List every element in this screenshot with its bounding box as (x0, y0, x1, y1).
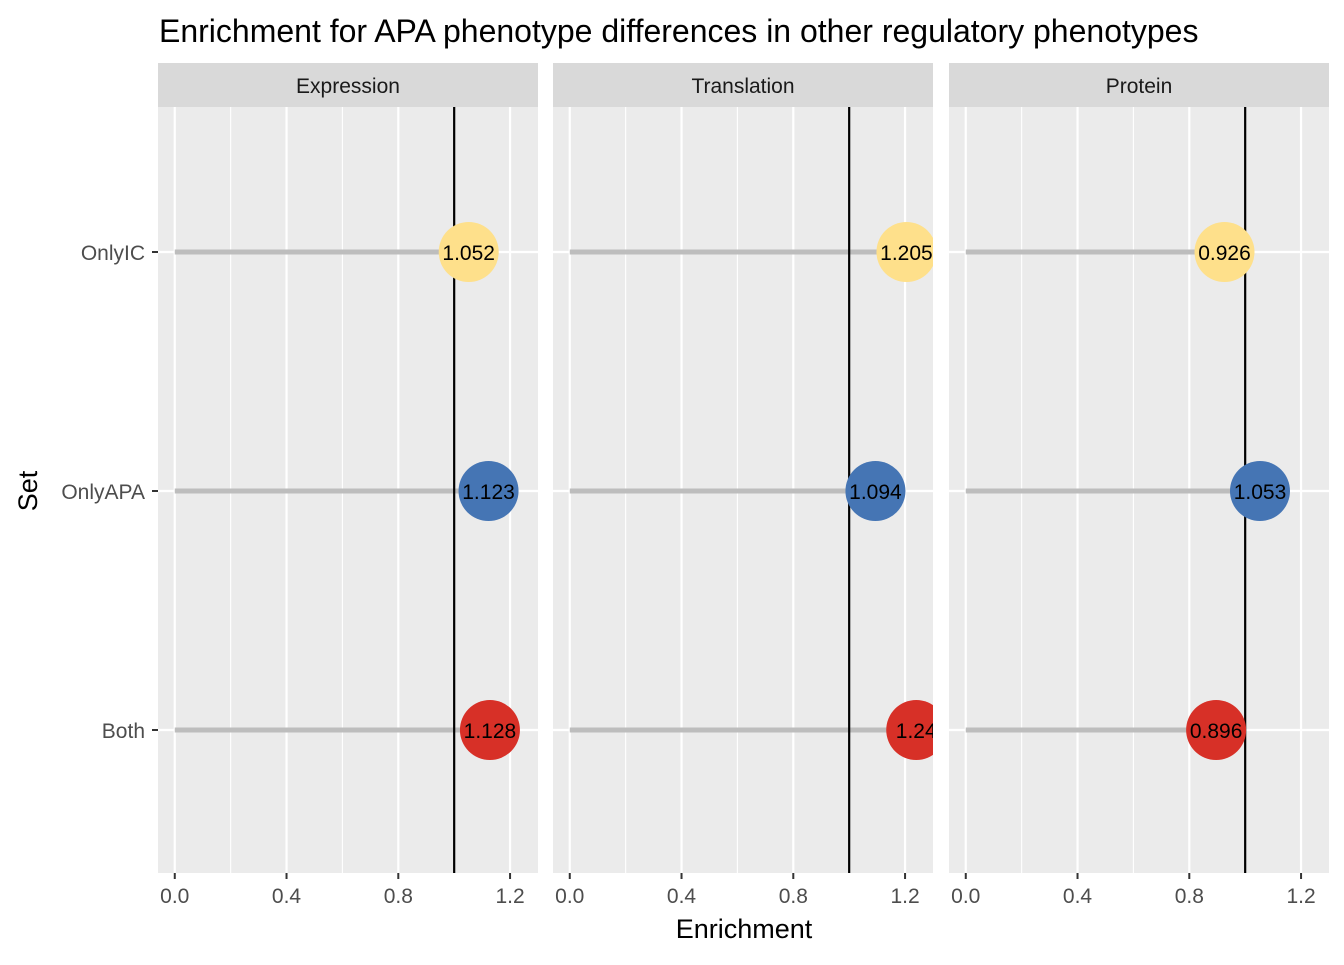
point-both (459, 700, 520, 760)
data-label: 0.926 (1198, 242, 1251, 265)
x-tick-label: 1.2 (890, 885, 919, 908)
facet-strip-protein (949, 63, 1329, 107)
point-onlyapa (1229, 461, 1290, 521)
points-group-expression: 1.052 1.123 1.128 (438, 222, 520, 760)
facet-label-translation: Translation (691, 75, 794, 98)
data-label: 0.896 (1190, 720, 1243, 743)
point-onlyapa (458, 461, 519, 521)
x-tick-label: 0.4 (272, 885, 302, 908)
x-tick-label: 0.8 (384, 885, 413, 908)
facet-label-protein: Protein (1106, 75, 1173, 98)
plot-layer: Expression 0.0 0.4 0.8 1.2 1.052 1.123 1.128 Tra… (61, 63, 1329, 908)
facet-strip-translation (553, 63, 933, 107)
point-onlyic (438, 222, 499, 282)
data-label: 1.053 (1234, 481, 1287, 504)
y-axis-title: Set (13, 470, 43, 511)
y-tick-label: OnlyIC (81, 242, 145, 265)
x-tick-label: 0.0 (555, 885, 584, 908)
chart-title: Enrichment for APA phenotype differences… (159, 13, 1198, 49)
point-both (1186, 700, 1247, 760)
x-tick-label: 0.0 (160, 885, 189, 908)
data-label: 1.24 (896, 720, 937, 743)
point-both (886, 700, 933, 760)
point-onlyic (876, 222, 933, 282)
x-tick-label: 0.0 (951, 885, 980, 908)
data-label: 1.123 (462, 481, 515, 504)
x-tick-label: 0.4 (667, 885, 697, 908)
x-tick-label: 0.8 (1175, 885, 1204, 908)
y-tick-label: Both (102, 720, 145, 743)
x-tick-label: 0.4 (1063, 885, 1093, 908)
data-label: 1.094 (849, 481, 902, 504)
facet-strip-expression (158, 63, 538, 107)
point-onlyic (1194, 222, 1255, 282)
y-tick-label: OnlyAPA (61, 481, 145, 504)
points-group-protein: 0.926 1.053 0.896 (1186, 222, 1290, 760)
point-onlyapa (845, 461, 906, 521)
data-label: 1.205 (880, 242, 933, 265)
facet-label-expression: Expression (296, 75, 400, 98)
data-label: 1.052 (442, 242, 495, 265)
x-axis-title: Enrichment (676, 914, 813, 944)
x-tick-label: 0.8 (779, 885, 808, 908)
points-group-translation: 1.205 1.094 1.24 (845, 222, 937, 760)
x-tick-label: 1.2 (495, 885, 524, 908)
data-label: 1.128 (464, 720, 517, 743)
x-tick-label: 1.2 (1286, 885, 1315, 908)
